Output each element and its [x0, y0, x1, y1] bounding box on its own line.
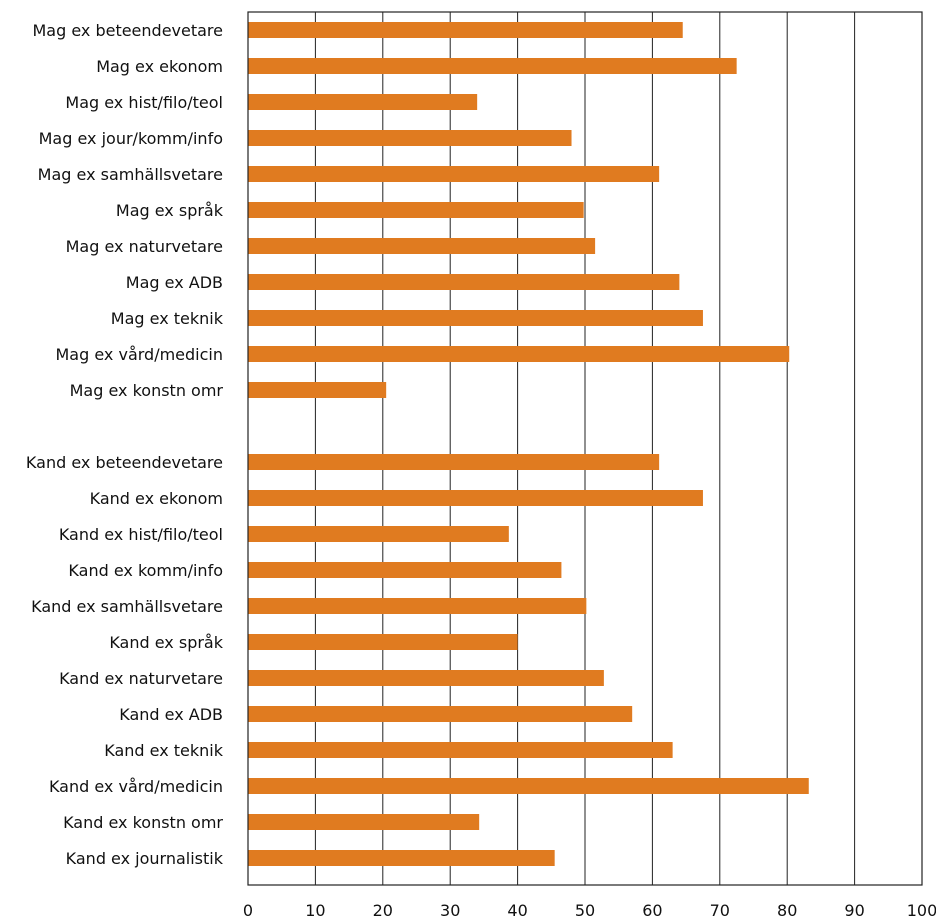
bar	[248, 346, 790, 362]
bar	[248, 634, 518, 650]
category-label: Kand ex ekonom	[90, 489, 223, 508]
x-tick-label: 100	[907, 901, 936, 920]
x-tick-label: 70	[710, 901, 730, 920]
category-label: Mag ex språk	[116, 201, 224, 220]
category-label: Kand ex språk	[109, 633, 223, 652]
gridlines	[314, 12, 856, 885]
x-tick-label: 80	[777, 901, 797, 920]
bar	[248, 850, 555, 866]
bar	[248, 670, 604, 686]
category-label: Mag ex konstn omr	[70, 381, 224, 400]
plot-border	[247, 11, 923, 886]
category-label: Mag ex hist/filo/teol	[65, 93, 223, 112]
category-label: Mag ex naturvetare	[66, 237, 223, 256]
bar	[248, 526, 509, 542]
bar	[248, 562, 562, 578]
bar	[248, 94, 478, 110]
category-label: Mag ex vård/medicin	[56, 345, 224, 364]
x-tick-label: 10	[305, 901, 325, 920]
category-label: Kand ex beteendevetare	[26, 453, 223, 472]
x-tick-label: 0	[243, 901, 253, 920]
category-label: Mag ex ADB	[126, 273, 223, 292]
x-tick-label: 90	[844, 901, 864, 920]
bar	[248, 130, 572, 146]
category-label: Kand ex konstn omr	[63, 813, 223, 832]
bar	[248, 382, 387, 398]
category-label: Kand ex ADB	[119, 705, 223, 724]
x-tick-label: 60	[642, 901, 662, 920]
bar	[248, 454, 660, 470]
bar	[248, 238, 596, 254]
category-label: Mag ex jour/komm/info	[39, 129, 223, 148]
x-tick-label: 20	[373, 901, 393, 920]
x-tick-label: 40	[507, 901, 527, 920]
category-label: Kand ex vård/medicin	[49, 777, 223, 796]
bar	[248, 202, 584, 218]
category-label: Kand ex komm/info	[68, 561, 223, 580]
plot-frame	[247, 11, 923, 886]
bar	[248, 598, 587, 614]
category-label: Mag ex samhällsvetare	[38, 165, 223, 184]
bar	[248, 706, 633, 722]
bar	[248, 310, 703, 326]
x-tick-labels: 0 10 20 30 40 50 60 70 80 90 100	[243, 901, 936, 920]
bar	[248, 814, 480, 830]
category-label: Mag ex teknik	[111, 309, 224, 328]
bar	[248, 274, 680, 290]
category-label: Kand ex hist/filo/teol	[59, 525, 223, 544]
category-label: Mag ex beteendevetare	[32, 21, 223, 40]
bar	[248, 58, 737, 74]
bar	[248, 166, 660, 182]
bar	[248, 490, 703, 506]
category-label: Kand ex samhällsvetare	[31, 597, 223, 616]
bar	[248, 22, 683, 38]
x-tick-label: 30	[440, 901, 460, 920]
category-label: Kand ex journalistik	[66, 849, 224, 868]
x-tick-label: 50	[575, 901, 595, 920]
category-label: Kand ex teknik	[104, 741, 223, 760]
bar	[248, 778, 809, 794]
category-label: Mag ex ekonom	[96, 57, 223, 76]
category-labels: Mag ex beteendevetare Mag ex ekonom Mag ex…	[26, 21, 224, 868]
bars	[248, 22, 809, 866]
bar	[248, 742, 673, 758]
category-label: Kand ex naturvetare	[59, 669, 223, 688]
